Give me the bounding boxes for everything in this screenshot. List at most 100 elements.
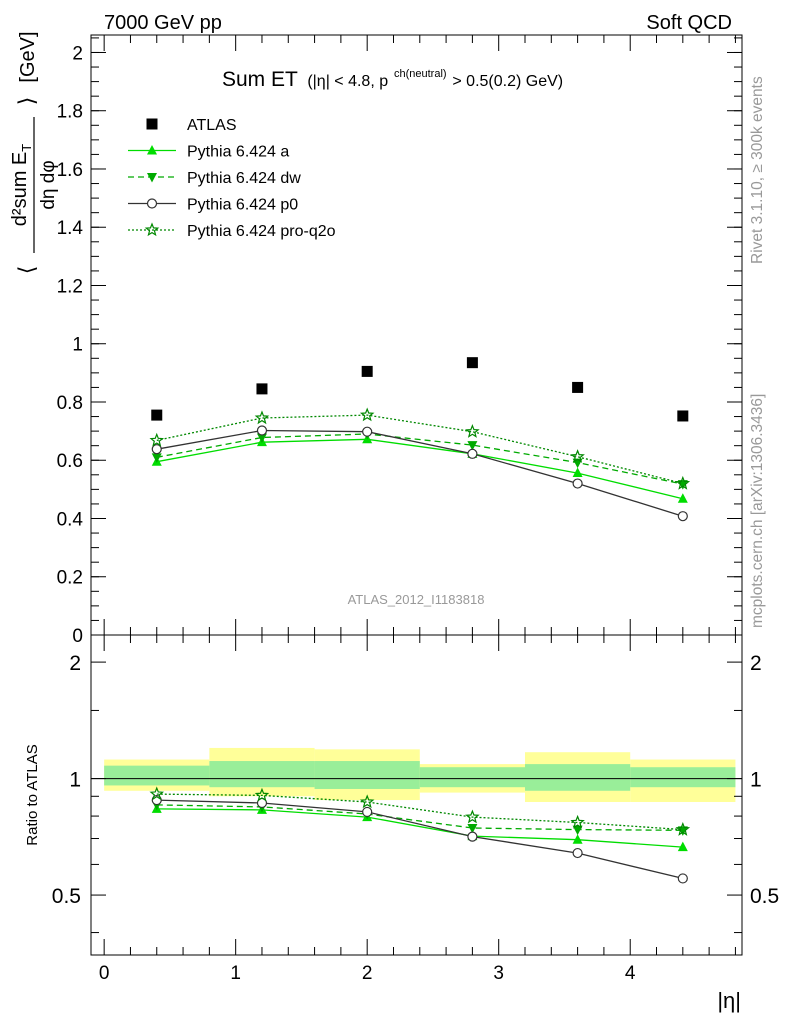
ratio-point-pythia-6-424-p0 xyxy=(677,873,688,884)
legend-label-atlas: ATLAS xyxy=(187,117,237,134)
ratio-y-tick-label-right: 1 xyxy=(750,769,762,792)
x-axis-label: |η| xyxy=(717,988,741,1013)
ratio-frame xyxy=(90,634,743,956)
y-tick-label: 2 xyxy=(72,43,83,64)
y-label-num: d²sum E xyxy=(9,152,31,226)
data-point-pythia-6-424-pro-q2o xyxy=(465,424,480,438)
ratio-line-pythia-6-424-a xyxy=(156,808,683,848)
plot-title-main: Sum ET xyxy=(222,68,298,91)
ratio-panel: 0.5 0.5 1 1 2 2 0 1 2 3 4 Ratio to ATLAS |η| xyxy=(24,634,779,1013)
data-point-pythia-6-424-pro-q2o xyxy=(359,407,375,422)
ratio-point-pythia-6-424-pro-q2o xyxy=(675,822,691,836)
main-panel: 0 0.2 0.4 0.6 0.8 1 1.2 1.4 1.6 1.8 2 Sum ET (|η| … xyxy=(9,31,743,647)
ratio-point-pythia-6-424-p0 xyxy=(572,847,583,859)
series-line-pythia-6-424-dw xyxy=(156,433,683,485)
y-tick-label: 0.6 xyxy=(57,451,83,472)
data-point-pythia-6-424-a xyxy=(677,493,688,503)
y-tick-label: 0 xyxy=(72,626,83,647)
series-line-pythia-6-424-p0 xyxy=(156,429,683,517)
data-point-pythia-6-424-dw xyxy=(256,433,267,444)
ratio-band-stat xyxy=(525,764,631,791)
legend-label-pythia-6-424-p0: Pythia 6.424 p0 xyxy=(187,197,298,214)
ratio-series xyxy=(149,786,691,884)
ratio-band-stat xyxy=(104,765,210,786)
plot-title-tail: > 0.5(0.2) GeV) xyxy=(452,73,563,90)
ratio-band-stat xyxy=(419,767,525,788)
ratio-line-pythia-6-424-p0 xyxy=(156,799,683,880)
x-tick-label: 1 xyxy=(230,963,241,984)
ratio-point-pythia-6-424-dw xyxy=(677,826,688,836)
y-tick-label: 1.8 xyxy=(57,102,83,123)
data-point-atlas xyxy=(677,410,689,422)
main-series xyxy=(149,357,691,522)
ratio-band-stat xyxy=(209,761,315,788)
plot-title-cut: (|η| < 4.8, p xyxy=(307,73,388,90)
data-point-pythia-6-424-dw xyxy=(151,453,162,463)
y-label-numerator: d²sum ET xyxy=(9,144,34,226)
x-tick-label: 4 xyxy=(625,963,636,984)
data-point-pythia-6-424-p0 xyxy=(151,444,162,455)
y-tick-label: 0.8 xyxy=(57,393,83,414)
ratio-ticks: 0.5 0.5 1 1 2 2 0 1 2 3 4 xyxy=(52,635,779,984)
y-label-close: ⟩ xyxy=(14,97,39,106)
data-point-pythia-6-424-p0 xyxy=(362,426,373,437)
plot-title-sup: ch(neutral) xyxy=(394,68,447,80)
legend-marker-atlas xyxy=(146,118,158,130)
main-ticks: 0 0.2 0.4 0.6 0.8 1 1.2 1.4 1.6 1.8 2 xyxy=(57,35,742,647)
y-label-den: dη dφ xyxy=(38,160,59,209)
y-label-num-sub: T xyxy=(19,144,34,152)
ratio-line-pythia-6-424-dw xyxy=(156,804,683,831)
data-point-atlas xyxy=(256,383,268,395)
ratio-y-tick-label-right: 2 xyxy=(750,652,762,675)
data-point-atlas xyxy=(361,365,373,377)
legend: ATLAS Pythia 6.424 a Pythia 6.424 dw Pythia… xyxy=(128,117,336,240)
ratio-point-pythia-6-424-dw xyxy=(467,824,478,834)
data-point-atlas xyxy=(466,357,478,369)
ratio-y-label: Ratio to ATLAS xyxy=(24,744,41,845)
data-point-pythia-6-424-p0 xyxy=(572,478,583,489)
ratio-y-tick-label: 1 xyxy=(69,769,81,792)
legend-marker-pythia-6-424-pro-q2o xyxy=(144,222,160,237)
header-left: 7000 GeV pp xyxy=(104,12,222,34)
y-tick-label: 1 xyxy=(72,335,83,356)
data-point-pythia-6-424-p0 xyxy=(256,425,268,436)
data-point-pythia-6-424-dw xyxy=(467,441,478,451)
rivet-label: Rivet 3.1.10, ≥ 300k events xyxy=(749,76,766,264)
data-point-pythia-6-424-pro-q2o xyxy=(570,449,585,463)
legend-marker-pythia-6-424-dw xyxy=(147,173,157,183)
data-point-pythia-6-424-pro-q2o xyxy=(675,475,691,490)
legend-marker-pythia-6-424-p0 xyxy=(146,198,158,209)
analysis-watermark: ATLAS_2012_I1183818 xyxy=(348,592,485,607)
x-tick-label: 0 xyxy=(99,963,110,984)
ratio-y-tick-label: 2 xyxy=(69,652,81,675)
y-tick-label: 1.6 xyxy=(57,160,83,181)
y-label-unit: [GeV] xyxy=(17,31,39,82)
data-point-pythia-6-424-pro-q2o xyxy=(149,432,165,447)
ratio-point-pythia-6-424-dw xyxy=(572,825,583,836)
ratio-point-pythia-6-424-pro-q2o xyxy=(149,786,165,801)
ratio-band-stat xyxy=(630,767,736,788)
ratio-y-tick-label: 0.5 xyxy=(52,885,81,908)
ratio-point-pythia-6-424-pro-q2o xyxy=(465,809,480,824)
y-tick-label: 0.2 xyxy=(57,568,83,589)
legend-label-pythia-6-424-pro-q2o: Pythia 6.424 pro-q2o xyxy=(187,223,336,240)
y-axis-label: ⟨ d²sum ET dη dφ ⟩ [GeV] xyxy=(9,31,59,274)
mcplots-label: mcplots.cern.ch [arXiv:1306.3436] xyxy=(749,394,766,628)
ratio-point-pythia-6-424-pro-q2o xyxy=(359,794,375,809)
ratio-point-pythia-6-424-p0 xyxy=(467,831,478,842)
data-point-pythia-6-424-p0 xyxy=(467,448,478,459)
legend-label-pythia-6-424-a: Pythia 6.424 a xyxy=(187,144,289,161)
ratio-point-pythia-6-424-a xyxy=(677,841,688,852)
data-point-pythia-6-424-pro-q2o xyxy=(254,410,270,425)
data-point-pythia-6-424-a xyxy=(572,467,583,478)
data-point-atlas xyxy=(151,409,163,421)
ratio-point-pythia-6-424-pro-q2o xyxy=(570,814,585,829)
legend-marker-pythia-6-424-a xyxy=(147,145,157,155)
ratio-point-pythia-6-424-pro-q2o xyxy=(254,787,270,802)
series-line-pythia-6-424-pro-q2o xyxy=(156,414,683,485)
x-tick-label: 3 xyxy=(493,963,504,984)
y-tick-label: 0.4 xyxy=(57,509,84,530)
ratio-point-pythia-6-424-p0 xyxy=(362,806,373,818)
ratio-point-pythia-6-424-a xyxy=(572,834,583,844)
